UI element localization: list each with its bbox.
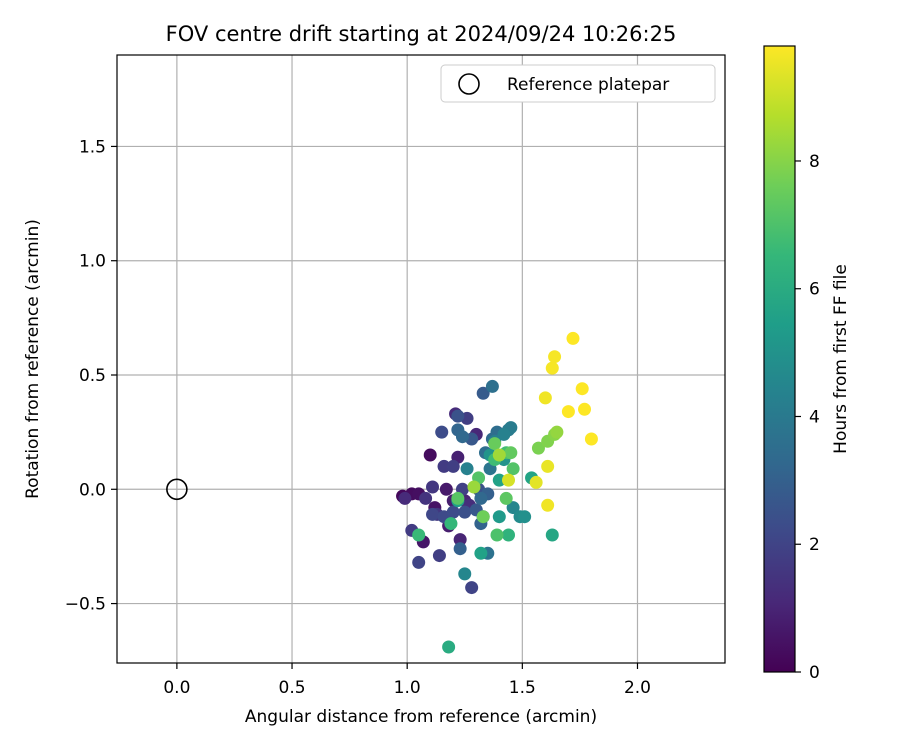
x-axis-ticks: 0.0 0.5 1.0 1.5 2.0 <box>163 663 651 698</box>
data-point <box>502 473 516 487</box>
data-point <box>541 459 555 473</box>
data-point <box>499 491 513 505</box>
colorbar-tick-label: 8 <box>809 152 820 172</box>
legend-box <box>440 64 716 103</box>
data-point <box>451 409 465 423</box>
data-point <box>529 475 543 489</box>
data-point <box>490 528 504 542</box>
data-point <box>485 379 499 393</box>
y-tick-label: 1.0 <box>79 252 106 272</box>
chart-title: FOV centre drift starting at 2024/09/24 … <box>166 22 677 46</box>
data-point <box>488 437 502 451</box>
data-point <box>460 462 474 476</box>
y-tick-label: 0.0 <box>79 480 106 500</box>
data-point <box>432 549 446 563</box>
y-axis-label: Rotation from reference (arcmin) <box>23 219 43 499</box>
y-tick-label: 0.5 <box>79 366 106 386</box>
data-point <box>578 402 592 416</box>
data-point <box>492 510 506 524</box>
grid-lines <box>117 55 725 663</box>
data-point <box>506 501 520 515</box>
colorbar-gradient <box>764 46 795 672</box>
data-point <box>545 528 559 542</box>
data-point <box>446 459 460 473</box>
data-point <box>476 386 490 400</box>
data-point <box>476 510 490 524</box>
data-point <box>550 425 564 439</box>
data-point <box>426 480 440 494</box>
data-point <box>423 448 437 462</box>
data-point <box>465 581 479 595</box>
data-point <box>492 473 506 487</box>
colorbar-label: Hours from first FF file <box>831 264 851 454</box>
data-point <box>548 350 562 364</box>
data-point <box>566 331 580 345</box>
data-point <box>444 517 458 531</box>
x-tick-label: 1.5 <box>509 678 536 698</box>
y-tick-label: −0.5 <box>65 595 106 615</box>
data-point <box>446 505 460 519</box>
data-point <box>545 361 559 375</box>
data-point <box>412 555 426 569</box>
colorbar: 0 2 4 6 8 Hours from first FF file <box>763 45 851 683</box>
data-point <box>419 491 433 505</box>
colorbar-tick-label: 4 <box>809 407 820 427</box>
y-tick-label: 1.5 <box>79 137 106 157</box>
reference-platepar-marker <box>166 478 188 501</box>
data-point <box>584 432 598 446</box>
colorbar-ticks: 0 2 4 6 8 <box>795 152 820 683</box>
data-point <box>502 528 516 542</box>
x-tick-label: 0.0 <box>163 678 190 698</box>
data-point <box>474 491 488 505</box>
data-point <box>538 391 552 405</box>
data-point <box>467 480 481 494</box>
legend-marker-icon <box>458 73 480 95</box>
data-point <box>506 462 520 476</box>
data-point <box>435 425 449 439</box>
colorbar-tick-label: 2 <box>809 535 820 555</box>
colorbar-frame <box>763 45 796 673</box>
data-point <box>492 448 506 462</box>
data-point <box>453 542 467 556</box>
x-tick-label: 2.0 <box>624 678 651 698</box>
colorbar-tick-label: 0 <box>809 663 820 683</box>
data-point <box>455 430 469 444</box>
plot-frame <box>116 54 726 664</box>
data-point <box>518 510 532 524</box>
data-point <box>442 640 456 654</box>
data-point <box>437 459 451 473</box>
data-point <box>398 491 412 505</box>
data-point <box>575 382 589 396</box>
data-point <box>426 507 440 521</box>
data-point <box>561 405 575 419</box>
legend: Reference platepar <box>440 64 716 103</box>
data-point <box>458 505 472 519</box>
data-point <box>497 427 511 441</box>
colorbar-tick-label: 6 <box>809 280 820 300</box>
data-point <box>541 498 555 512</box>
data-point <box>504 446 518 460</box>
data-point <box>439 482 453 496</box>
data-point <box>451 491 465 505</box>
data-point <box>412 528 426 542</box>
data-point <box>458 567 472 581</box>
x-axis-label: Angular distance from reference (arcmin) <box>245 707 597 727</box>
data-point <box>474 546 488 560</box>
legend-label: Reference platepar <box>507 75 669 95</box>
y-axis-ticks: −0.5 0.0 0.5 1.0 1.5 <box>65 137 117 615</box>
x-tick-label: 0.5 <box>279 678 306 698</box>
data-point <box>531 441 545 455</box>
data-points <box>396 331 598 654</box>
data-point <box>453 533 467 547</box>
x-tick-label: 1.0 <box>394 678 421 698</box>
